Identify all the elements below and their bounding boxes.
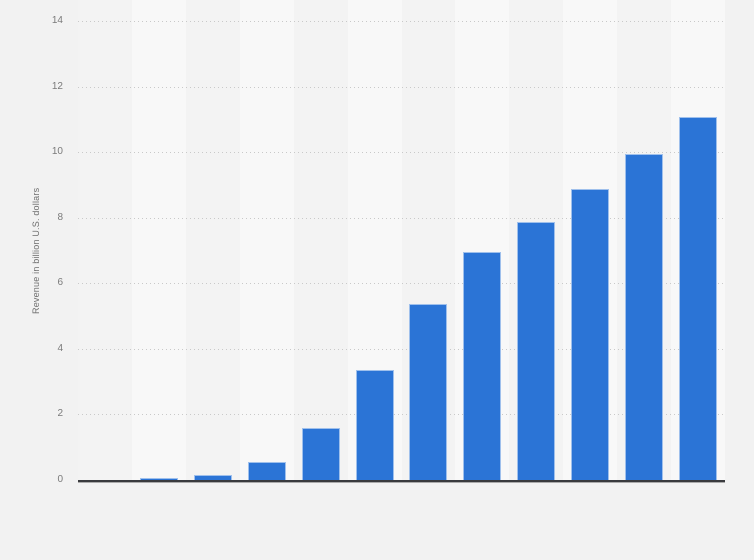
column-stripe (185, 0, 241, 480)
revenue-bar[interactable] (625, 154, 664, 480)
column-stripe (293, 0, 349, 480)
revenue-bar[interactable] (355, 370, 394, 480)
column-stripe (131, 0, 187, 480)
x-axis-line (78, 480, 725, 482)
y-gridline (78, 21, 725, 22)
revenue-bar[interactable] (139, 478, 178, 480)
column-stripe (78, 0, 133, 480)
y-tick-label: 12 (51, 81, 63, 92)
y-tick-label: 8 (57, 212, 63, 223)
y-gridline (78, 349, 725, 350)
column-stripe (239, 0, 295, 480)
y-tick-label: 14 (51, 15, 63, 26)
revenue-bar[interactable] (463, 252, 502, 480)
y-gridline (78, 283, 725, 284)
y-tick-label: 10 (51, 146, 63, 157)
revenue-bar[interactable] (247, 462, 286, 480)
y-gridline (78, 152, 725, 153)
revenue-bar[interactable] (409, 304, 448, 480)
y-tick-label: 2 (57, 408, 63, 419)
y-tick-label: 6 (57, 277, 63, 288)
revenue-bar[interactable] (193, 475, 232, 480)
y-tick-label: 0 (57, 474, 63, 485)
revenue-bar[interactable] (301, 428, 340, 480)
y-tick-label: 4 (57, 343, 63, 354)
y-gridline (78, 218, 725, 219)
x-axis-line-shadow (78, 482, 725, 483)
y-gridline (78, 414, 725, 415)
y-gridline (78, 87, 725, 88)
revenue-bar[interactable] (517, 222, 556, 480)
revenue-bar[interactable] (679, 117, 718, 480)
revenue-bar[interactable] (571, 189, 610, 480)
